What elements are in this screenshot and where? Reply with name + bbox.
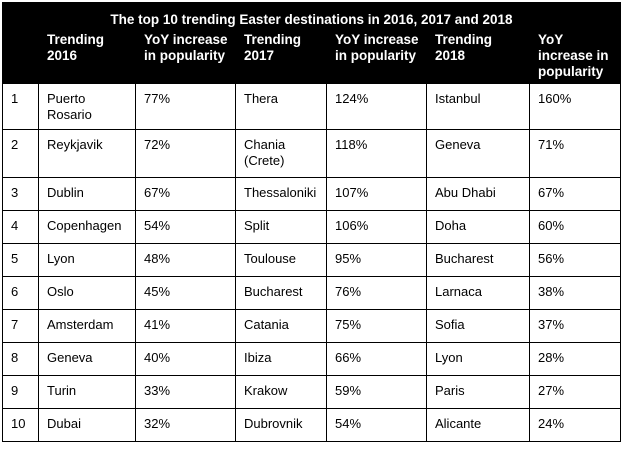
- destination-2017-cell: Catania: [235, 309, 327, 343]
- destination-2018-cell: Istanbul: [426, 83, 530, 130]
- destination-2016-cell: Puerto Rosario: [38, 83, 136, 130]
- destination-2017-cell: Bucharest: [235, 276, 327, 310]
- yoy-2016-cell: 40%: [135, 342, 236, 376]
- destination-2018-cell: Abu Dhabi: [426, 177, 530, 211]
- yoy-2018-cell: 38%: [529, 276, 621, 310]
- table-title: The top 10 trending Easter destinations …: [2, 2, 621, 30]
- yoy-2016-cell: 67%: [135, 177, 236, 211]
- yoy-2017-cell: 54%: [326, 408, 427, 442]
- yoy-2017-cell: 118%: [326, 129, 427, 178]
- table-header-row: Trending 2016 YoY increase in popularity…: [2, 29, 621, 84]
- table-row: 3 Dublin 67% Thessaloniki 107% Abu Dhabi 67%: [2, 177, 621, 211]
- yoy-2018-cell: 24%: [529, 408, 621, 442]
- destination-2018-cell: Lyon: [426, 342, 530, 376]
- yoy-2018-cell: 56%: [529, 243, 621, 277]
- yoy-2017-cell: 76%: [326, 276, 427, 310]
- column-header-trending-2017: Trending 2017: [235, 29, 327, 84]
- destination-2016-cell: Copenhagen: [38, 210, 136, 244]
- rank-cell: 8: [2, 342, 39, 376]
- column-header-trending-2016: Trending 2016: [38, 29, 136, 84]
- table-title-row: The top 10 trending Easter destinations …: [2, 2, 621, 30]
- destination-2016-cell: Reykjavik: [38, 129, 136, 178]
- yoy-2016-cell: 45%: [135, 276, 236, 310]
- yoy-2018-cell: 71%: [529, 129, 621, 178]
- yoy-2016-cell: 48%: [135, 243, 236, 277]
- column-header-yoy-2017: YoY increase in popularity: [326, 29, 427, 84]
- table-row: 8 Geneva 40% Ibiza 66% Lyon 28%: [2, 342, 621, 376]
- destination-2016-cell: Dubai: [38, 408, 136, 442]
- destination-2017-cell: Thessaloniki: [235, 177, 327, 211]
- yoy-2017-cell: 75%: [326, 309, 427, 343]
- table-row: 9 Turin 33% Krakow 59% Paris 27%: [2, 375, 621, 409]
- yoy-2016-cell: 72%: [135, 129, 236, 178]
- yoy-2018-cell: 67%: [529, 177, 621, 211]
- destination-2017-cell: Toulouse: [235, 243, 327, 277]
- yoy-2017-cell: 124%: [326, 83, 427, 130]
- table-row: 6 Oslo 45% Bucharest 76% Larnaca 38%: [2, 276, 621, 310]
- rank-cell: 10: [2, 408, 39, 442]
- destination-2017-cell: Ibiza: [235, 342, 327, 376]
- destination-2017-cell: Split: [235, 210, 327, 244]
- table-row: 5 Lyon 48% Toulouse 95% Bucharest 56%: [2, 243, 621, 277]
- table-row: 10 Dubai 32% Dubrovnik 54% Alicante 24%: [2, 408, 621, 442]
- table-row: 1 Puerto Rosario 77% Thera 124% Istanbul 160%: [2, 83, 621, 130]
- destination-2017-cell: Krakow: [235, 375, 327, 409]
- yoy-2017-cell: 106%: [326, 210, 427, 244]
- destination-2016-cell: Amsterdam: [38, 309, 136, 343]
- table-row: 2 Reykjavik 72% Chania (Crete) 118% Geneva 71%: [2, 129, 621, 178]
- destination-2018-cell: Bucharest: [426, 243, 530, 277]
- yoy-2016-cell: 33%: [135, 375, 236, 409]
- destination-2018-cell: Alicante: [426, 408, 530, 442]
- yoy-2018-cell: 27%: [529, 375, 621, 409]
- yoy-2018-cell: 28%: [529, 342, 621, 376]
- rank-cell: 6: [2, 276, 39, 310]
- yoy-2016-cell: 77%: [135, 83, 236, 130]
- rank-cell: 2: [2, 129, 39, 178]
- column-header-trending-2018: Trending 2018: [426, 29, 530, 84]
- destination-2018-cell: Doha: [426, 210, 530, 244]
- yoy-2017-cell: 66%: [326, 342, 427, 376]
- yoy-2018-cell: 160%: [529, 83, 621, 130]
- destination-2016-cell: Dublin: [38, 177, 136, 211]
- rank-cell: 9: [2, 375, 39, 409]
- yoy-2018-cell: 37%: [529, 309, 621, 343]
- destination-2017-cell: Chania (Crete): [235, 129, 327, 178]
- destination-2018-cell: Larnaca: [426, 276, 530, 310]
- destination-2017-cell: Dubrovnik: [235, 408, 327, 442]
- yoy-2018-cell: 60%: [529, 210, 621, 244]
- destination-2016-cell: Lyon: [38, 243, 136, 277]
- table-row: 4 Copenhagen 54% Split 106% Doha 60%: [2, 210, 621, 244]
- destination-2018-cell: Geneva: [426, 129, 530, 178]
- table-row: 7 Amsterdam 41% Catania 75% Sofia 37%: [2, 309, 621, 343]
- column-header-yoy-2016: YoY increase in popularity: [135, 29, 236, 84]
- destination-2018-cell: Paris: [426, 375, 530, 409]
- yoy-2016-cell: 32%: [135, 408, 236, 442]
- destinations-table-container: The top 10 trending Easter destinations …: [2, 2, 621, 442]
- easter-destinations-table: The top 10 trending Easter destinations …: [2, 2, 621, 442]
- destination-2017-cell: Thera: [235, 83, 327, 130]
- destination-2016-cell: Geneva: [38, 342, 136, 376]
- destination-2016-cell: Turin: [38, 375, 136, 409]
- yoy-2017-cell: 95%: [326, 243, 427, 277]
- yoy-2016-cell: 54%: [135, 210, 236, 244]
- rank-cell: 7: [2, 309, 39, 343]
- yoy-2016-cell: 41%: [135, 309, 236, 343]
- column-header-yoy-2018: YoY increase in popularity: [529, 29, 621, 84]
- table-body: 1 Puerto Rosario 77% Thera 124% Istanbul 160% 2…: [2, 83, 621, 442]
- yoy-2017-cell: 59%: [326, 375, 427, 409]
- rank-column-header: [2, 29, 39, 84]
- rank-cell: 1: [2, 83, 39, 130]
- yoy-2017-cell: 107%: [326, 177, 427, 211]
- rank-cell: 5: [2, 243, 39, 277]
- destination-2018-cell: Sofia: [426, 309, 530, 343]
- rank-cell: 3: [2, 177, 39, 211]
- rank-cell: 4: [2, 210, 39, 244]
- destination-2016-cell: Oslo: [38, 276, 136, 310]
